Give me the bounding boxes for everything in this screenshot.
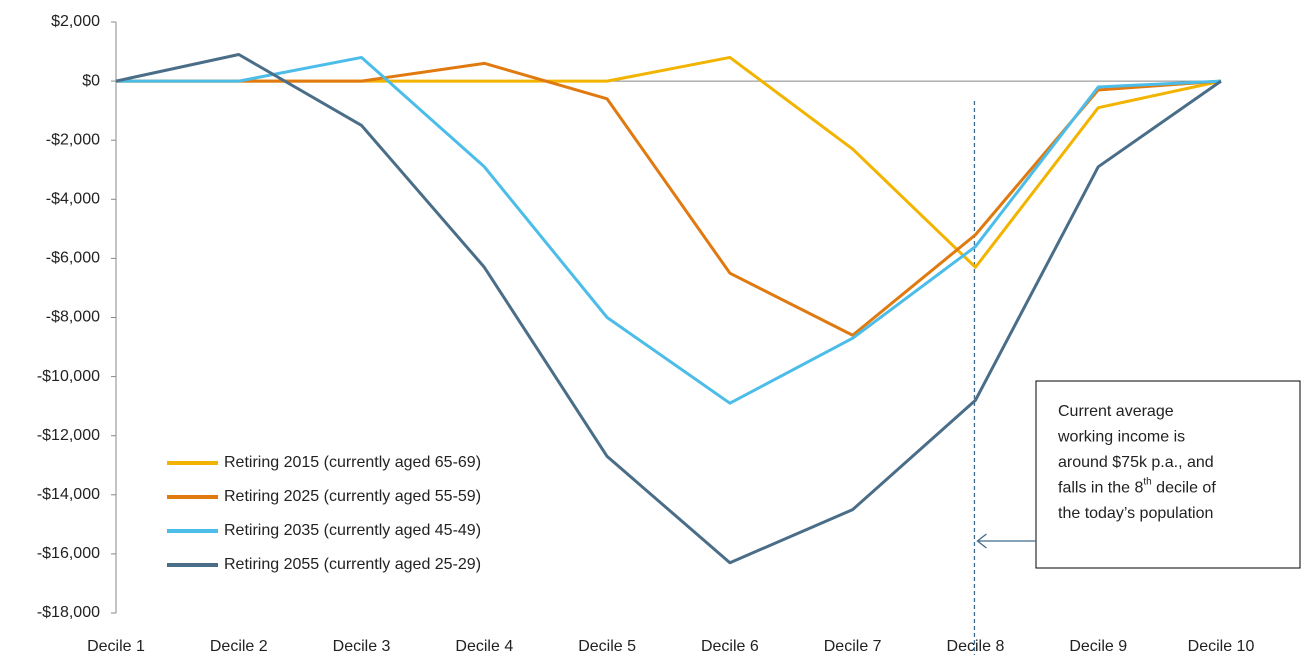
legend-label: Retiring 2025 (currently aged 55-59) [224, 488, 481, 505]
x-tick-label: Decile 8 [947, 638, 1005, 655]
y-tick-label: -$14,000 [37, 486, 100, 503]
y-tick-label: -$12,000 [37, 427, 100, 444]
series-line [116, 61, 1222, 337]
annotation-text-part: falls in the 8 [1058, 480, 1143, 497]
x-tick-label: Decile 6 [701, 638, 759, 655]
series-line [116, 55, 1222, 405]
y-tick-label: -$16,000 [37, 545, 100, 562]
y-tick-label: -$18,000 [37, 604, 100, 621]
x-tick-label: Decile 7 [824, 638, 882, 655]
y-tick-label: -$8,000 [46, 309, 100, 326]
y-tick-label: -$2,000 [46, 131, 100, 148]
annotation-text: working income is [1057, 429, 1185, 446]
x-tick-label: Decile 4 [455, 638, 513, 655]
x-tick-label: Decile 1 [87, 638, 145, 655]
x-tick-label: Decile 2 [210, 638, 268, 655]
annotation-box [1035, 380, 1301, 569]
annotation-text-part: decile of [1152, 480, 1217, 497]
y-tick-label: -$6,000 [46, 250, 100, 267]
y-tick-label: $2,000 [51, 13, 100, 30]
annotation-text: around $75k p.a., and [1058, 454, 1214, 471]
legend-label: Retiring 2015 (currently aged 65-69) [224, 454, 481, 471]
legend-label: Retiring 2035 (currently aged 45-49) [224, 522, 481, 539]
series-line [115, 53, 1222, 565]
annotation-text: falls in the 8th decile of [1058, 476, 1216, 497]
annotation-text: the today’s population [1058, 505, 1213, 522]
x-tick-label: Decile 5 [578, 638, 636, 655]
series-line [116, 55, 1222, 269]
x-tick-label: Decile 3 [333, 638, 391, 655]
annotation-sup: th [1143, 476, 1151, 487]
x-tick-label: Decile 10 [1188, 638, 1255, 655]
annotation-text: Current average [1058, 403, 1174, 420]
x-tick-label: Decile 9 [1069, 638, 1127, 655]
legend-label: Retiring 2055 (currently aged 25-29) [224, 556, 481, 573]
arrow-head [976, 533, 987, 549]
y-tick-label: -$10,000 [37, 368, 100, 385]
y-tick-label: $0 [82, 72, 100, 89]
y-tick-label: -$4,000 [46, 191, 100, 208]
